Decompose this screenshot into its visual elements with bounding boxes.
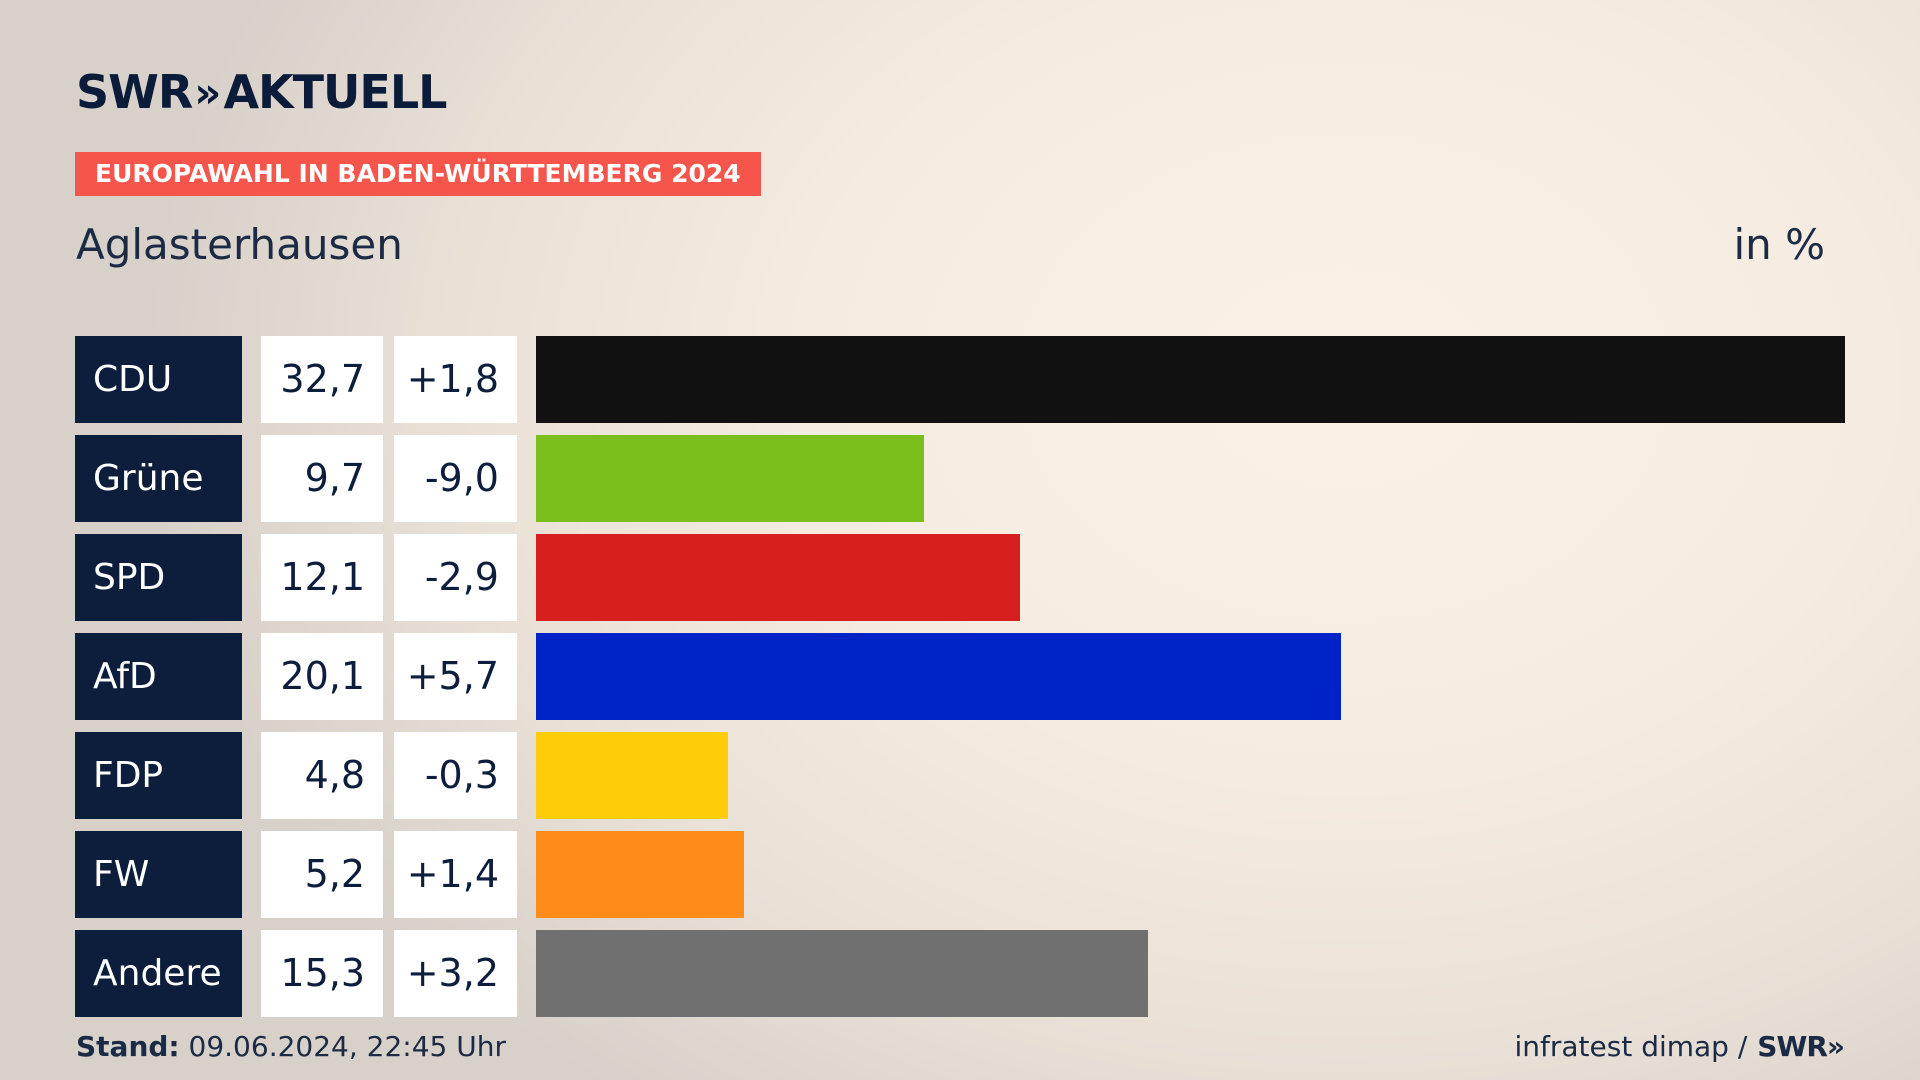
result-row: AfD 20,1 +5,7 [75, 633, 1845, 720]
result-bar [536, 435, 924, 522]
result-bar [536, 633, 1341, 720]
vote-change-value: +1,8 [394, 336, 517, 423]
party-label: CDU [75, 336, 242, 423]
result-row: FW 5,2 +1,4 [75, 831, 1845, 918]
result-row: CDU 32,7 +1,8 [75, 336, 1845, 423]
logo-chevrons-icon: » [194, 67, 221, 117]
swr-brand-logo: SWR» [1757, 1030, 1845, 1063]
logo-aktuell-text: AKTUELL [223, 65, 447, 119]
vote-change-value: +3,2 [394, 930, 517, 1017]
result-row: Andere 15,3 +3,2 [75, 930, 1845, 1017]
party-label: AfD [75, 633, 242, 720]
vote-share-value: 12,1 [261, 534, 383, 621]
result-bar [536, 336, 1845, 423]
vote-share-value: 15,3 [261, 930, 383, 1017]
result-row: SPD 12,1 -2,9 [75, 534, 1845, 621]
result-row: Grüne 9,7 -9,0 [75, 435, 1845, 522]
party-label: FDP [75, 732, 242, 819]
stand-label: Stand: [76, 1030, 180, 1063]
result-bar [536, 930, 1148, 1017]
source-credit: infratest dimap / SWR» [1514, 1030, 1845, 1063]
logo-swr-text: SWR [76, 65, 193, 119]
timestamp: Stand: 09.06.2024, 22:45 Uhr [76, 1030, 506, 1063]
party-label: SPD [75, 534, 242, 621]
vote-share-value: 32,7 [261, 336, 383, 423]
vote-share-value: 5,2 [261, 831, 383, 918]
vote-share-value: 20,1 [261, 633, 383, 720]
vote-change-value: +1,4 [394, 831, 517, 918]
result-bar [536, 732, 728, 819]
vote-change-value: -2,9 [394, 534, 517, 621]
municipality-title: Aglasterhausen [76, 220, 403, 269]
party-label: Grüne [75, 435, 242, 522]
vote-share-value: 9,7 [261, 435, 383, 522]
stand-value: 09.06.2024, 22:45 Uhr [188, 1030, 506, 1063]
vote-change-value: -9,0 [394, 435, 517, 522]
result-bar [536, 534, 1020, 621]
result-row: FDP 4,8 -0,3 [75, 732, 1845, 819]
party-label: FW [75, 831, 242, 918]
election-badge: EUROPAWAHL IN BADEN-WÜRTTEMBERG 2024 [75, 152, 761, 196]
swr-aktuell-logo: SWR » AKTUELL [76, 65, 447, 119]
vote-change-value: -0,3 [394, 732, 517, 819]
source-text: infratest dimap / [1514, 1030, 1748, 1063]
party-label: Andere [75, 930, 242, 1017]
unit-label: in % [1733, 220, 1825, 269]
result-bar [536, 831, 744, 918]
vote-change-value: +5,7 [394, 633, 517, 720]
vote-share-value: 4,8 [261, 732, 383, 819]
